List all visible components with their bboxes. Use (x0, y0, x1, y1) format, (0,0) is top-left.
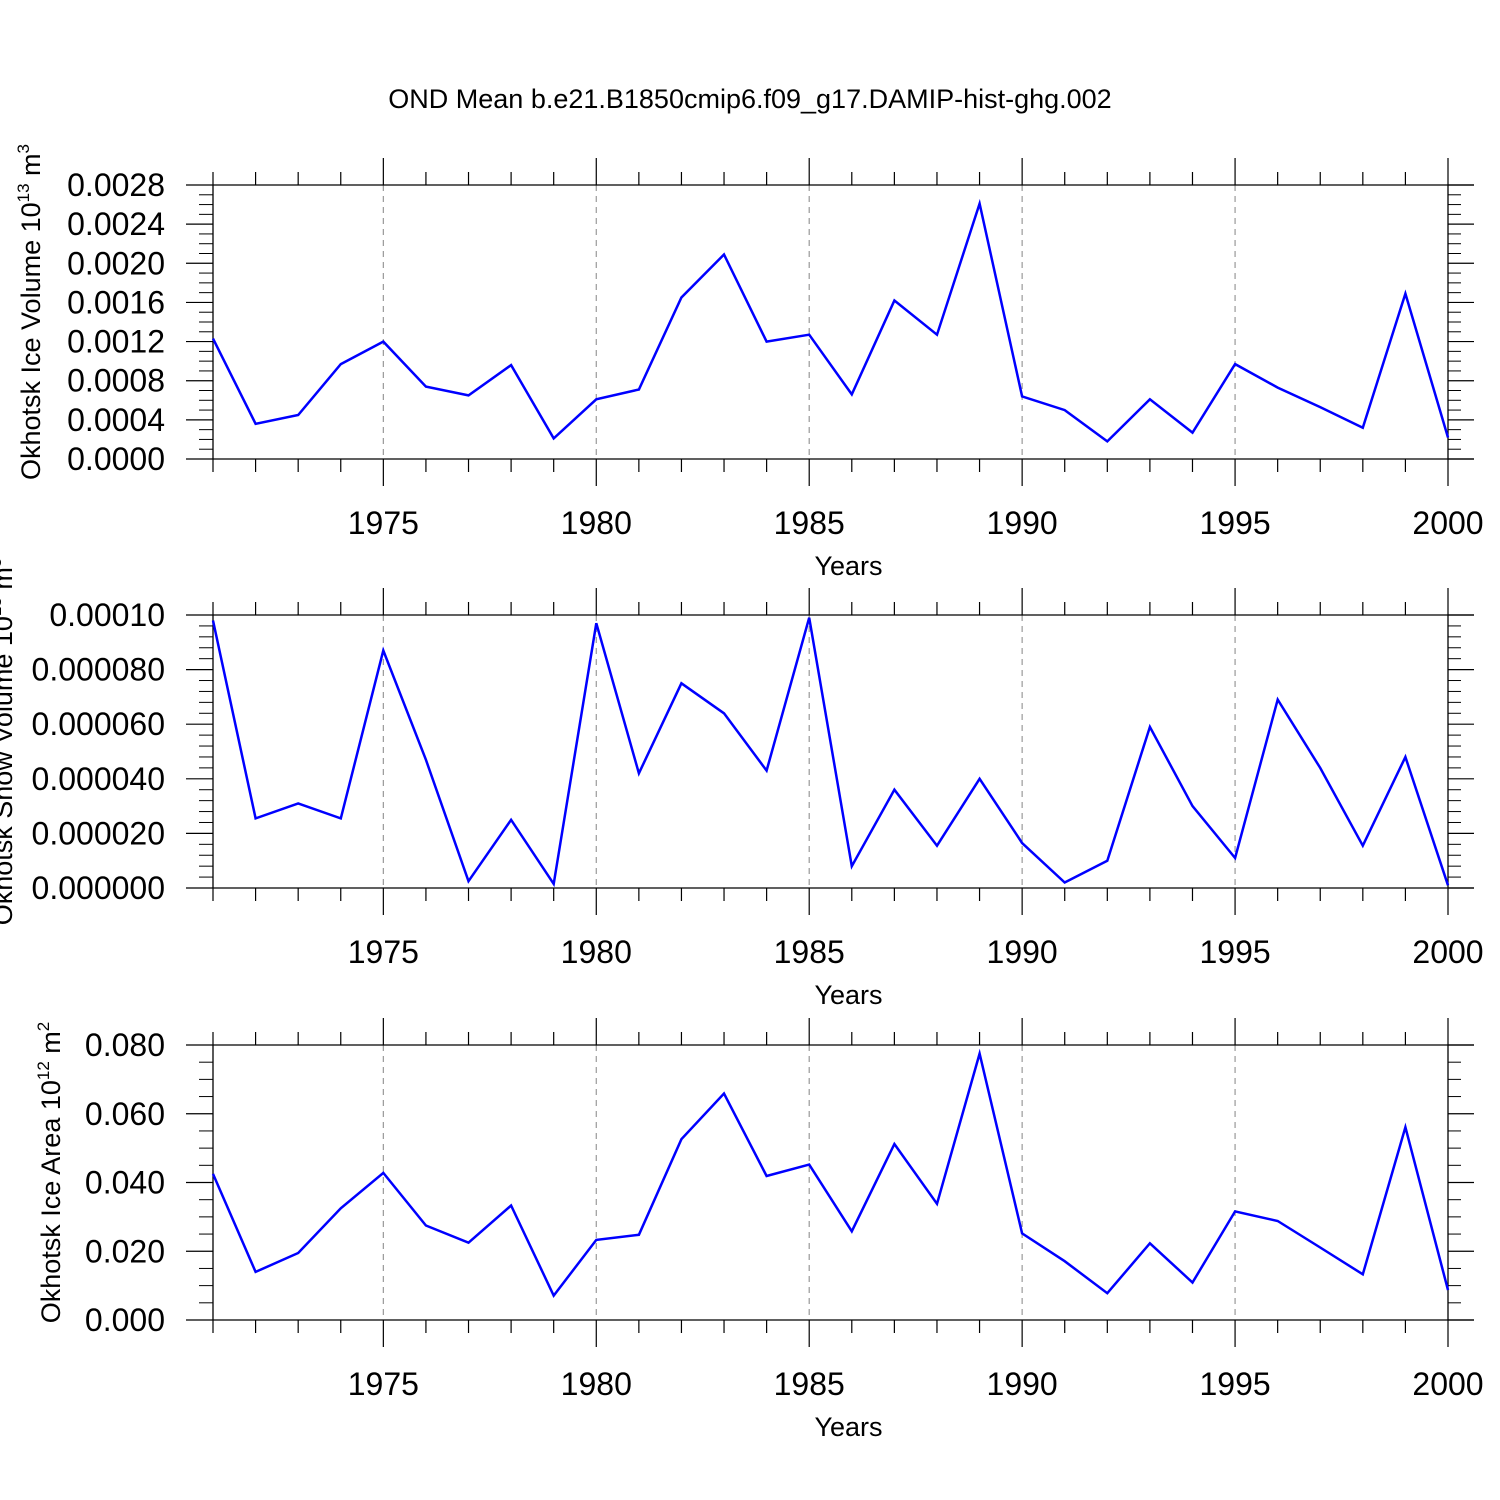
y-tick-label: 0.000040 (32, 761, 165, 797)
y-tick-label: 0.000060 (32, 706, 165, 742)
panel-3: 1975 1980 1985 1990 1995 2000 0.000 0.020 0.040 0… (34, 1018, 1484, 1442)
x-tick-label: 1990 (987, 505, 1058, 541)
x-tick-label: 1975 (348, 505, 419, 541)
x-axis-title: Years (814, 1412, 882, 1442)
series-line-okhotsk-ice-volume (211, 198, 1450, 444)
y-tick-label: 0.00010 (49, 597, 165, 633)
y-tick-label: 0.0016 (67, 284, 165, 320)
series-line-okhotsk-snow-volume (211, 617, 1450, 888)
y-tick-label: 0.0028 (67, 167, 165, 203)
y-tick-label: 0.0024 (67, 206, 165, 242)
x-tick-label: 1980 (561, 505, 632, 541)
x-tick-label: 1995 (1199, 1366, 1270, 1402)
y-tick-label: 0.0000 (67, 441, 165, 477)
y-tick-label: 0.0008 (67, 363, 165, 399)
y-axis-title: Okhotsk Ice Volume 1013 m3 (14, 144, 46, 480)
x-tick-label: 2000 (1412, 1366, 1483, 1402)
x-tick-label: 1980 (561, 934, 632, 970)
y-axis-title: Okhotsk Snow Volume 1013 m3 (0, 558, 18, 926)
y-tick-label: 0.060 (85, 1096, 165, 1132)
x-axis-title: Years (814, 980, 882, 1010)
y-tick-label: 0.0004 (67, 402, 165, 438)
y-tick-label: 0.000020 (32, 815, 165, 851)
x-tick-label: 1985 (774, 934, 845, 970)
x-tick-label: 1995 (1199, 505, 1270, 541)
x-tick-label: 1990 (987, 1366, 1058, 1402)
y-tick-label: 0.0020 (67, 245, 165, 281)
x-tick-label: 2000 (1412, 934, 1483, 970)
x-tick-label: 1995 (1199, 934, 1270, 970)
x-tick-label: 1985 (774, 1366, 845, 1402)
x-tick-label: 1975 (348, 1366, 419, 1402)
x-tick-label: 1990 (987, 934, 1058, 970)
y-tick-label: 0.080 (85, 1027, 165, 1063)
y-tick-label: 0.000080 (32, 652, 165, 688)
x-tick-label: 1985 (774, 505, 845, 541)
figure-title: OND Mean b.e21.B1850cmip6.f09_g17.DAMIP-… (388, 84, 1112, 114)
y-tick-label: 0.0012 (67, 324, 165, 360)
x-tick-label: 2000 (1412, 505, 1483, 541)
series-line-okhotsk-ice-area (211, 1048, 1450, 1298)
panel-2: 1975 1980 1985 1990 1995 2000 0.000000 0.000020… (0, 558, 1484, 1010)
x-tick-label: 1975 (348, 934, 419, 970)
y-axis-title: Okhotsk Ice Area 1012 m2 (34, 1022, 66, 1324)
y-tick-label: 0.000000 (32, 870, 165, 906)
y-tick-label: 0.000 (85, 1302, 165, 1338)
y-tick-label: 0.040 (85, 1165, 165, 1201)
panel-1: 1975 1980 1985 1990 1995 20000.00000.00040.00… (14, 144, 1484, 581)
x-axis-title: Years (814, 551, 882, 581)
y-tick-label: 0.020 (85, 1233, 165, 1269)
x-tick-label: 1980 (561, 1366, 632, 1402)
